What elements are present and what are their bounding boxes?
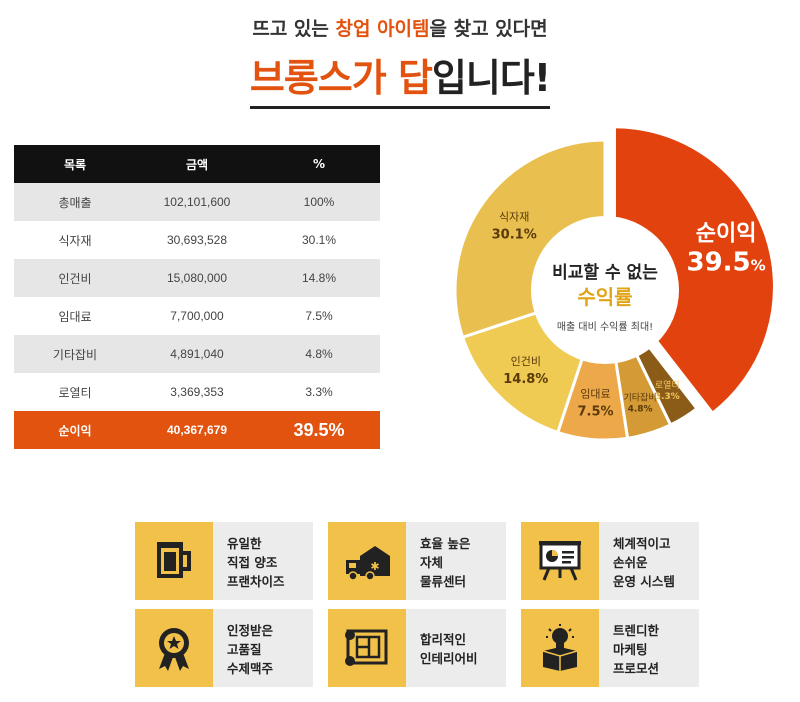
header-item: 목록 xyxy=(14,145,136,183)
row-amount: 4,891,040 xyxy=(136,335,258,373)
svg-text:✱: ✱ xyxy=(370,560,379,573)
table-row: 식자재 30,693,528 30.1% xyxy=(14,221,380,259)
slice-value-label: 4.8% xyxy=(628,405,653,415)
row-amount: 15,080,000 xyxy=(136,259,258,297)
row-percent: 4.8% xyxy=(258,335,380,373)
feature-tile: 유일한 직접 양조 프랜차이즈 xyxy=(135,522,313,600)
center-line-2: 수익률 xyxy=(577,285,632,309)
row-amount: 102,101,600 xyxy=(136,183,258,221)
feature-icon-box xyxy=(135,522,213,600)
row-percent: 100% xyxy=(258,183,380,221)
slice-label: 식자재 xyxy=(499,210,529,223)
feature-icon-box xyxy=(521,522,599,600)
slice-label: 순이익 xyxy=(696,222,757,247)
row-item: 로열티 xyxy=(14,373,136,411)
revenue-table: 목록 금액 % 총매출 102,101,600 100% 식자재 30,693,… xyxy=(14,145,380,449)
slice-value-label: 14.8% xyxy=(503,372,548,387)
award-medal-icon xyxy=(159,628,189,671)
headline-underline xyxy=(250,106,550,109)
feature-text: 인정받은 고품질 수제맥주 xyxy=(227,623,274,676)
header-amount: 금액 xyxy=(136,145,258,183)
beer-mug-icon xyxy=(157,542,191,578)
slice-label: 기타잡비 xyxy=(623,392,656,404)
feature-icon-box xyxy=(521,609,599,687)
table-header-row: 목록 금액 % xyxy=(14,145,380,183)
row-item: 임대료 xyxy=(14,297,136,335)
feature-tile: ✱ 효율 높은 자체 물류센터 xyxy=(328,522,506,600)
table-row: 인건비 15,080,000 14.8% xyxy=(14,259,380,297)
presentation-board-icon xyxy=(539,541,581,581)
row-amount: 40,367,679 xyxy=(136,411,258,449)
slice-label: 로열티 xyxy=(655,380,680,391)
feature-text: 합리적인 인테리어비 xyxy=(420,632,478,666)
feature-icon-box: ✱ xyxy=(328,522,406,600)
row-item: 총매출 xyxy=(14,183,136,221)
feature-text: 체계적이고 손쉬운 운영 시스템 xyxy=(613,536,675,589)
table-row: 임대료 7,700,000 7.5% xyxy=(14,297,380,335)
row-percent: 39.5% xyxy=(258,411,380,449)
row-item: 순이익 xyxy=(14,411,136,449)
headline-subtitle: 뜨고 있는 창업 아이템을 찾고 있다면 xyxy=(252,18,548,40)
row-percent: 14.8% xyxy=(258,259,380,297)
row-item: 식자재 xyxy=(14,221,136,259)
header-percent: % xyxy=(258,145,380,183)
delivery-truck-icon: ✱ xyxy=(346,546,390,581)
row-amount: 30,693,528 xyxy=(136,221,258,259)
slice-label: 인건비 xyxy=(511,355,541,368)
pie-slice-1 xyxy=(612,125,776,416)
feature-icon-box xyxy=(135,609,213,687)
feature-text: 효율 높은 자체 물류센터 xyxy=(420,536,471,589)
row-item: 인건비 xyxy=(14,259,136,297)
center-line-1: 비교할 수 없는 xyxy=(552,263,658,283)
row-percent: 3.3% xyxy=(258,373,380,411)
feature-icon-box xyxy=(328,609,406,687)
profit-donut-chart: 순이익39.5%로열티3.3%기타잡비4.8%임대료7.5%인건비14.8%식자… xyxy=(453,125,776,442)
feature-text: 유일한 직접 양조 프랜차이즈 xyxy=(227,536,285,589)
slice-label: 임대료 xyxy=(580,388,610,401)
feature-tile: 체계적이고 손쉬운 운영 시스템 xyxy=(521,522,699,600)
headline-title: 브롱스가 답입니다! xyxy=(249,56,551,100)
row-amount: 3,369,353 xyxy=(136,373,258,411)
row-amount: 7,700,000 xyxy=(136,297,258,335)
table-row: 총매출 102,101,600 100% xyxy=(14,183,380,221)
row-percent: 30.1% xyxy=(258,221,380,259)
table-row-profit: 순이익 40,367,679 39.5% xyxy=(14,411,380,449)
headline: 뜨고 있는 창업 아이템을 찾고 있다면 브롱스가 답입니다! xyxy=(0,14,800,109)
slice-value-label: 3.3% xyxy=(655,392,680,402)
slice-value-label: 7.5% xyxy=(577,405,613,420)
feature-tile: 트렌디한 마케팅 프로모션 xyxy=(521,609,699,687)
feature-tile: 인정받은 고품질 수제맥주 xyxy=(135,609,313,687)
table-row: 기타잡비 4,891,040 4.8% xyxy=(14,335,380,373)
row-percent: 7.5% xyxy=(258,297,380,335)
feature-tile: 합리적인 인테리어비 xyxy=(328,609,506,687)
table-row: 로열티 3,369,353 3.3% xyxy=(14,373,380,411)
slice-value-label: 30.1% xyxy=(492,227,537,242)
blueprint-icon xyxy=(345,629,388,666)
center-line-3: 매출 대비 수익률 최대! xyxy=(557,321,653,333)
donut-center xyxy=(531,216,679,364)
lightbulb-box-icon xyxy=(542,624,578,671)
row-item: 기타잡비 xyxy=(14,335,136,373)
feature-text: 트렌디한 마케팅 프로모션 xyxy=(613,623,660,676)
